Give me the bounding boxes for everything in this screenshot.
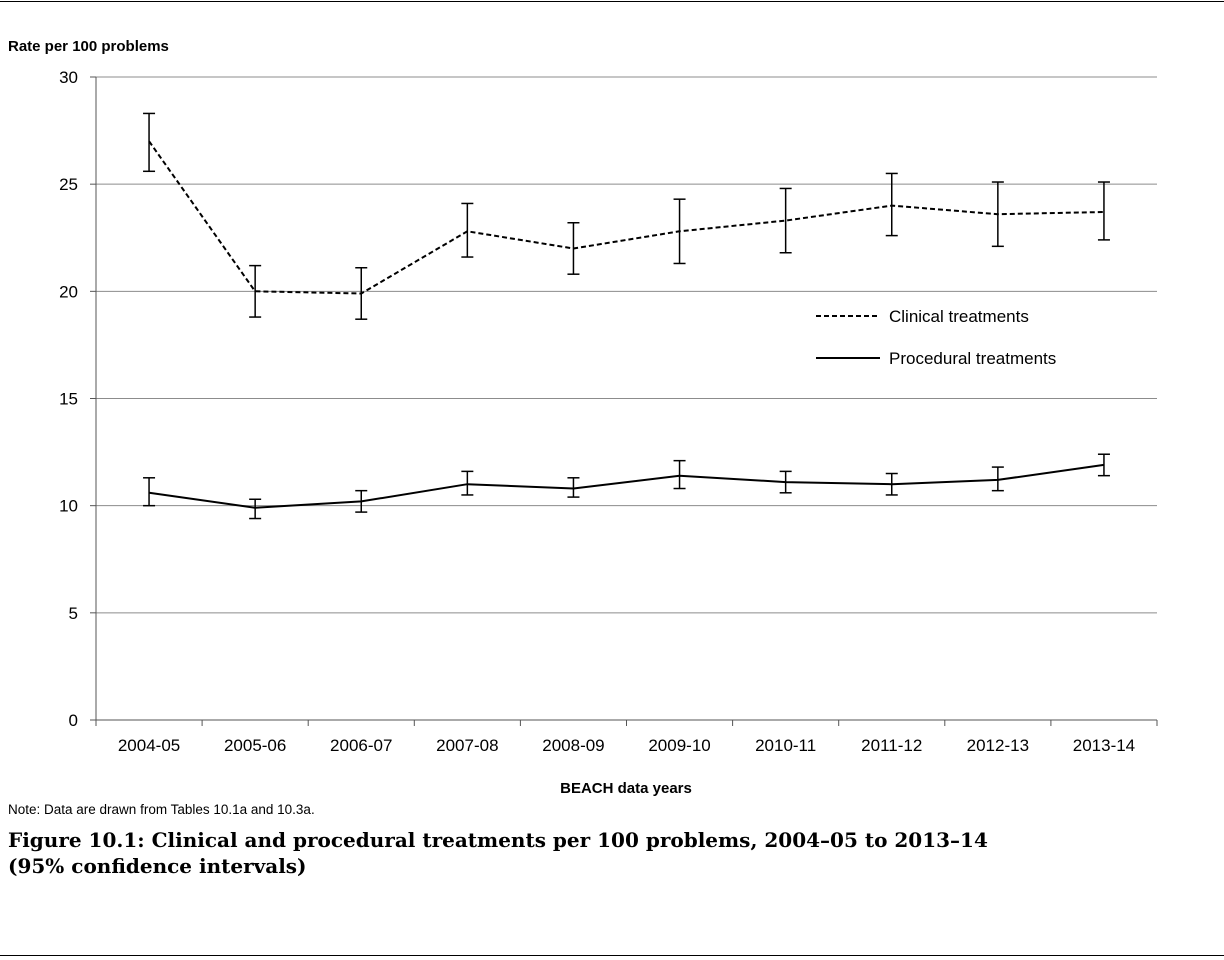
y-tick-label: 15 — [59, 390, 78, 409]
error-bar — [673, 198, 686, 265]
caption-line-1: Figure 10.1: Clinical and procedural tre… — [8, 828, 988, 852]
y-tick-label: 5 — [69, 604, 78, 623]
legend-label-1: Clinical treatments — [889, 307, 1029, 326]
series-line-2 — [148, 463, 1105, 509]
axes — [90, 76, 1158, 726]
x-axis-title: BEACH data years — [560, 780, 692, 797]
bottom-rule — [0, 955, 1224, 956]
error-bar — [567, 221, 580, 275]
error-bar — [355, 267, 368, 320]
error-bar — [673, 459, 686, 490]
y-tick-label: 20 — [59, 282, 78, 301]
error-bar — [991, 466, 1004, 492]
figure-caption: Figure 10.1: Clinical and procedural tre… — [8, 827, 1108, 879]
x-tick-label: 2012-13 — [967, 736, 1029, 755]
error-bar — [143, 112, 156, 173]
x-tick-label: 2004-05 — [118, 736, 180, 755]
error-bar — [885, 472, 898, 496]
x-tick-label: 2013-14 — [1073, 736, 1135, 755]
x-tick-labels: 2004-05 2005-06 2006-07 2007-08 2008-09 2009-… — [118, 736, 1135, 755]
y-tick-label: 10 — [59, 497, 78, 516]
error-bar — [567, 477, 580, 498]
error-bar — [779, 187, 792, 254]
legend: Clinical treatments Procedural treatments — [816, 307, 1056, 368]
x-tick-label: 2008-09 — [542, 736, 604, 755]
y-tick-label: 0 — [69, 711, 78, 730]
top-rule — [0, 1, 1224, 2]
y-axis-title: Rate per 100 problems — [8, 38, 169, 55]
series-line-1 — [148, 140, 1104, 295]
line-chart: Rate per 100 problems 0 5 10 15 20 25 30 2004-… — [8, 38, 1158, 797]
error-bar — [249, 264, 262, 318]
legend-label-2: Procedural treatments — [889, 349, 1056, 368]
gridlines — [96, 76, 1157, 614]
error-bar — [779, 470, 792, 494]
x-tick-label: 2010-11 — [755, 736, 816, 755]
error-bar — [461, 470, 474, 496]
error-bar — [885, 172, 898, 237]
error-bar — [1097, 181, 1110, 241]
x-tick-label: 2009-10 — [648, 736, 710, 755]
x-tick-label: 2006-07 — [330, 736, 392, 755]
y-tick-label: 30 — [59, 68, 78, 87]
error-bar — [991, 181, 1004, 248]
series-layer — [143, 112, 1110, 520]
error-bar — [355, 489, 368, 513]
note-text: Note: Data are drawn from Tables 10.1a a… — [8, 802, 315, 817]
x-tick-label: 2005-06 — [224, 736, 286, 755]
caption-line-2: (95% confidence intervals) — [8, 854, 307, 878]
x-tick-label: 2007-08 — [436, 736, 498, 755]
error-bar — [1097, 453, 1110, 477]
error-bar — [249, 498, 262, 520]
error-bar — [461, 202, 474, 258]
x-tick-label: 2011-12 — [861, 736, 922, 755]
y-tick-label: 25 — [59, 175, 78, 194]
error-bar — [143, 477, 156, 507]
y-tick-labels: 0 5 10 15 20 25 30 — [59, 68, 78, 730]
